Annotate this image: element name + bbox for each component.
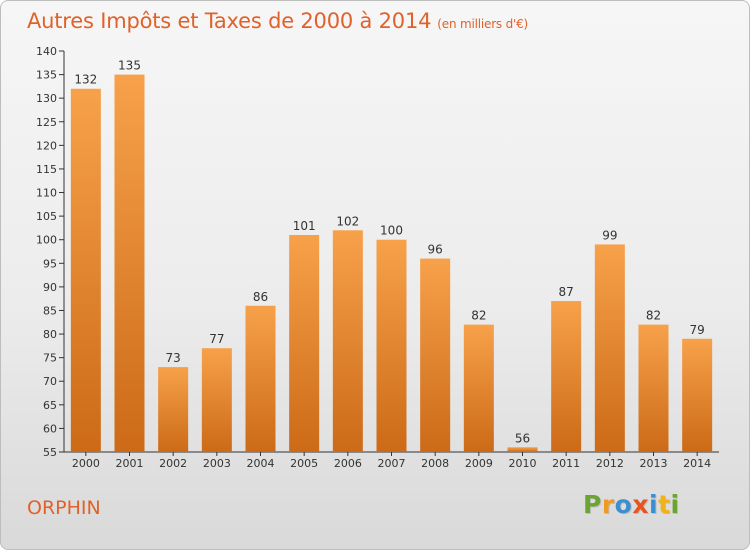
commune-name: ORPHIN [27, 497, 101, 519]
bar-2014 [682, 338, 713, 452]
x-tick-label-2009: 2009 [465, 457, 493, 470]
data-label-2002: 73 [166, 351, 181, 365]
proxiti-logo[interactable]: Proxiti [583, 490, 680, 519]
data-label-2007: 100 [380, 224, 403, 238]
data-label-2008: 96 [428, 243, 443, 257]
logo-letter: i [649, 490, 659, 519]
x-tick-label-2008: 2008 [421, 457, 449, 470]
bar-2003 [201, 348, 232, 452]
data-label-2000: 132 [74, 73, 97, 87]
bar-2010 [507, 447, 538, 452]
x-tick-label-2002: 2002 [159, 457, 187, 470]
x-tick-label-2006: 2006 [334, 457, 362, 470]
data-label-2010: 56 [515, 431, 530, 445]
x-tick-label-2010: 2010 [509, 457, 537, 470]
logo-letter: r [601, 490, 615, 519]
data-label-2009: 82 [471, 309, 486, 323]
bar-2011 [551, 301, 582, 452]
y-tick-label: 65 [43, 399, 57, 412]
data-labels: 132 135 73 77 86 101 102 100 96 82 56 87 99 82 79 [74, 59, 704, 446]
data-label-2014: 79 [690, 323, 705, 337]
logo-letter: t [658, 490, 671, 519]
bar-2013 [638, 324, 669, 452]
y-tick-label: 80 [43, 328, 57, 341]
y-tick-label: 135 [36, 69, 57, 82]
x-tick-label-2011: 2011 [552, 457, 580, 470]
x-tick-label-2001: 2001 [116, 457, 144, 470]
bar-2004 [245, 305, 276, 452]
x-tick-label-2000: 2000 [72, 457, 100, 470]
y-tick-label: 125 [36, 116, 57, 129]
bar-2012 [594, 244, 625, 452]
y-tick-label: 120 [36, 139, 57, 152]
bar-2005 [289, 234, 320, 452]
y-tick-label: 130 [36, 92, 57, 105]
y-tick-label: 115 [36, 163, 57, 176]
y-tick-label: 70 [43, 375, 57, 388]
x-tick-label-2007: 2007 [378, 457, 406, 470]
logo-letter: i [670, 490, 680, 519]
data-label-2011: 87 [559, 285, 574, 299]
data-label-2003: 77 [209, 332, 224, 346]
x-tick-label-2013: 2013 [640, 457, 668, 470]
data-label-2013: 82 [646, 309, 661, 323]
y-tick-label: 105 [36, 210, 57, 223]
logo-letter: P [583, 490, 602, 519]
data-label-2005: 101 [293, 219, 316, 233]
bar-2007 [376, 239, 407, 452]
bar-2006 [332, 230, 363, 452]
data-label-2001: 135 [118, 59, 141, 73]
bar-2002 [158, 367, 189, 452]
y-tick-label: 95 [43, 257, 57, 270]
y-axis: 55 60 65 70 75 80 85 90 95 100 105 110 115 120 125 130 1… [36, 45, 65, 459]
x-tick-label-2014: 2014 [683, 457, 711, 470]
data-label-2004: 86 [253, 290, 268, 304]
x-tick-label-2005: 2005 [290, 457, 318, 470]
y-tick-label: 75 [43, 352, 57, 365]
y-tick-label: 85 [43, 304, 57, 317]
y-tick-label: 60 [43, 422, 57, 435]
chart-title: Autres Impôts et Taxes de 2000 à 2014 (en… [27, 9, 528, 33]
y-tick-label: 100 [36, 234, 57, 247]
bar-2001 [114, 74, 145, 453]
y-tick-label: 90 [43, 281, 57, 294]
x-tick-label-2012: 2012 [596, 457, 624, 470]
y-tick-label: 55 [43, 446, 57, 459]
logo-letter: x [632, 490, 649, 519]
chart-title-text: Autres Impôts et Taxes de 2000 à 2014 [27, 9, 432, 33]
data-label-2006: 102 [336, 214, 359, 228]
x-tick-label-2004: 2004 [247, 457, 275, 470]
x-tick-label-2003: 2003 [203, 457, 231, 470]
chart-title-unit: (en milliers d'€) [437, 17, 529, 31]
data-label-2012: 99 [602, 228, 617, 242]
bars [70, 74, 713, 453]
logo-letter: o [614, 490, 633, 519]
y-tick-label: 110 [36, 187, 57, 200]
bar-2000 [70, 88, 101, 452]
bar-2008 [420, 258, 451, 452]
bar-2009 [463, 324, 494, 452]
y-tick-label: 140 [36, 45, 57, 58]
x-axis: 2000 2001 2002 2003 2004 2005 2006 2007 2008 2009… [64, 451, 719, 470]
